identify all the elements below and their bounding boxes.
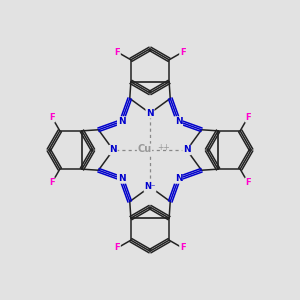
Text: F: F <box>115 244 120 253</box>
Text: ++: ++ <box>158 143 170 152</box>
Text: N: N <box>110 146 117 154</box>
Text: N⁻: N⁻ <box>144 182 156 191</box>
Text: F: F <box>180 47 185 56</box>
Text: F: F <box>115 47 120 56</box>
Text: N: N <box>183 146 190 154</box>
Text: F: F <box>49 113 55 122</box>
Text: F: F <box>245 113 251 122</box>
Text: N: N <box>146 109 154 118</box>
Text: N: N <box>175 174 182 183</box>
Text: N: N <box>118 174 125 183</box>
Text: N: N <box>175 117 182 126</box>
Text: F: F <box>180 244 185 253</box>
Text: F: F <box>49 178 55 187</box>
Text: F: F <box>245 178 251 187</box>
Text: Cu: Cu <box>137 144 152 154</box>
Text: N: N <box>118 117 125 126</box>
